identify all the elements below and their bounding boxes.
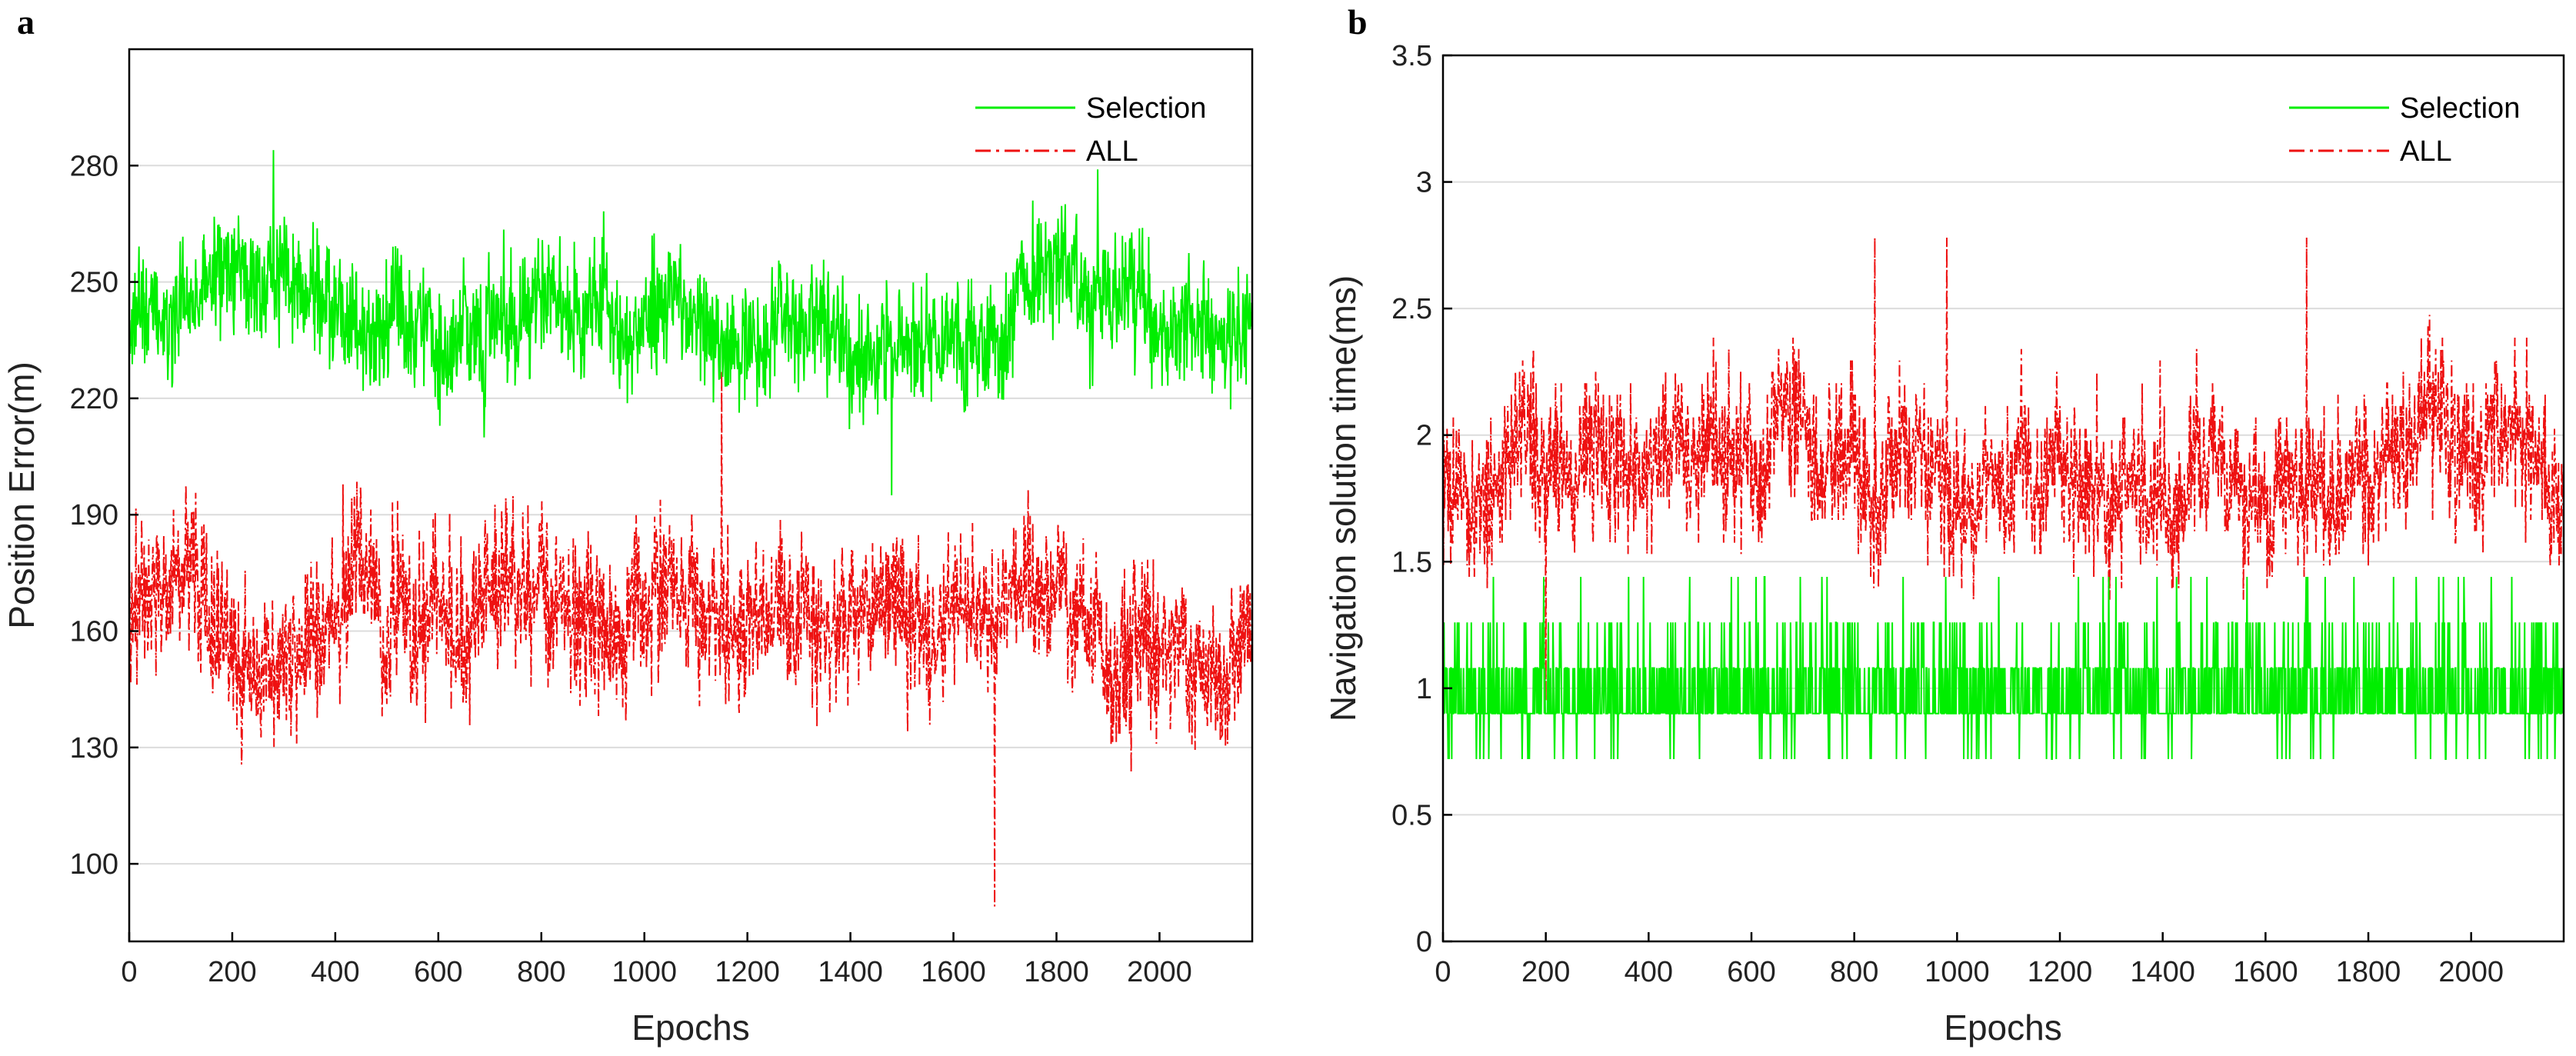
panel-b-x-tick-label: 1600 — [2233, 956, 2298, 988]
panel-b-y-tick-label: 1 — [1416, 673, 1432, 705]
panel-a-y-ticks: 100 130 160 190 220 250 280 — [70, 150, 138, 881]
panel-a-y-tick-label: 100 — [70, 848, 118, 881]
panel-b-x-tick-label: 0 — [1435, 956, 1451, 988]
panel-b-x-tick-label: 2000 — [2438, 956, 2504, 988]
panel-a-series-selection-line — [128, 150, 1253, 496]
panel-a-series — [128, 150, 1253, 907]
panel-b-x-ticks: 0 200 400 600 800 1000 1200 1400 1600 1800 2000 — [1435, 932, 2504, 988]
panel-a-y-tick-label: 190 — [70, 499, 118, 531]
panel-b-x-tick-label: 600 — [1727, 956, 1775, 988]
panel-b-y-tick-label: 0.5 — [1391, 799, 1432, 831]
panel-b-y-tick-label: 3 — [1416, 167, 1432, 199]
panel-b-chart: b 0 200 400 600 800 1000 1200 1400 1600 1800 2000 … — [1323, 2, 2565, 1048]
panel-a-x-tick-label: 1800 — [1024, 956, 1089, 988]
panel-b-y-tick-label: 1.5 — [1391, 546, 1432, 578]
panel-a-y-tick-label: 160 — [70, 616, 118, 648]
panel-b-y-ticks: 0 0.5 1 1.5 2 2.5 3 3.5 — [1391, 40, 1452, 958]
panel-a-x-tick-label: 1200 — [715, 956, 780, 988]
panel-a-plot-area — [129, 49, 1252, 941]
panel-b-x-tick-label: 1200 — [2028, 956, 2093, 988]
panel-a-label: a — [17, 2, 35, 42]
panel-a-x-tick-label: 800 — [517, 956, 565, 988]
panel-a-x-tick-label: 0 — [121, 956, 137, 988]
panel-a-frame — [128, 48, 1254, 943]
panel-b-series-selection-line — [1442, 576, 2564, 760]
panel-b-x-tick-label: 1800 — [2336, 956, 2401, 988]
panel-a-y-axis-label: Position Error(m) — [2, 361, 42, 629]
panel-b-frame — [1441, 54, 2565, 943]
panel-a-x-tick-label: 400 — [311, 956, 359, 988]
panel-a-chart: a 0 200 400 600 800 1000 1200 1400 1600 1800 2000 … — [2, 2, 1254, 1048]
panel-b-x-tick-label: 800 — [1830, 956, 1878, 988]
panel-b-y-tick-label: 2 — [1416, 420, 1432, 452]
panel-a-x-axis-label: Epochs — [632, 1008, 749, 1048]
panel-b-series — [1442, 237, 2564, 760]
panel-b-x-axis-label: Epochs — [1944, 1008, 2061, 1048]
panel-a-series-all-line — [128, 371, 1253, 907]
panel-a-x-tick-label: 600 — [414, 956, 462, 988]
panel-a-x-tick-label: 200 — [208, 956, 256, 988]
panel-b-series-all-line — [1442, 237, 2564, 701]
panel-b-legend: Selection ALL — [2289, 92, 2520, 168]
panel-a-legend-all-label: ALL — [1086, 135, 1138, 168]
panel-b-y-axis-label: Navigation solution time(ms) — [1323, 275, 1363, 721]
panel-a-x-tick-label: 1600 — [921, 956, 986, 988]
panel-a-legend-selection-label: Selection — [1086, 92, 1206, 125]
panel-b-y-tick-label: 2.5 — [1391, 293, 1432, 325]
panel-b-x-tick-label: 1000 — [1925, 956, 1990, 988]
panel-b-legend-all-label: ALL — [2400, 135, 2452, 168]
panel-b-label: b — [1348, 2, 1368, 42]
panel-a-y-tick-label: 130 — [70, 732, 118, 765]
panel-a-y-tick-label: 220 — [70, 383, 118, 415]
panel-a-x-tick-label: 1400 — [818, 956, 883, 988]
panel-b-x-tick-label: 1400 — [2130, 956, 2195, 988]
panel-b-x-tick-label: 200 — [1521, 956, 1570, 988]
panel-a-y-tick-label: 280 — [70, 150, 118, 182]
panel-a-x-tick-label: 2000 — [1127, 956, 1192, 988]
panel-b-y-tick-label: 3.5 — [1391, 40, 1432, 72]
panel-b-x-tick-label: 400 — [1625, 956, 1673, 988]
panel-a-y-tick-label: 250 — [70, 267, 118, 299]
panel-a-x-tick-label: 1000 — [612, 956, 677, 988]
panel-a-legend: Selection ALL — [975, 92, 1206, 168]
panel-b-legend-selection-label: Selection — [2400, 92, 2520, 125]
panel-b-y-tick-label: 0 — [1416, 926, 1432, 958]
panel-a-x-ticks: 0 200 400 600 800 1000 1200 1400 1600 1800 2000 — [121, 932, 1192, 988]
